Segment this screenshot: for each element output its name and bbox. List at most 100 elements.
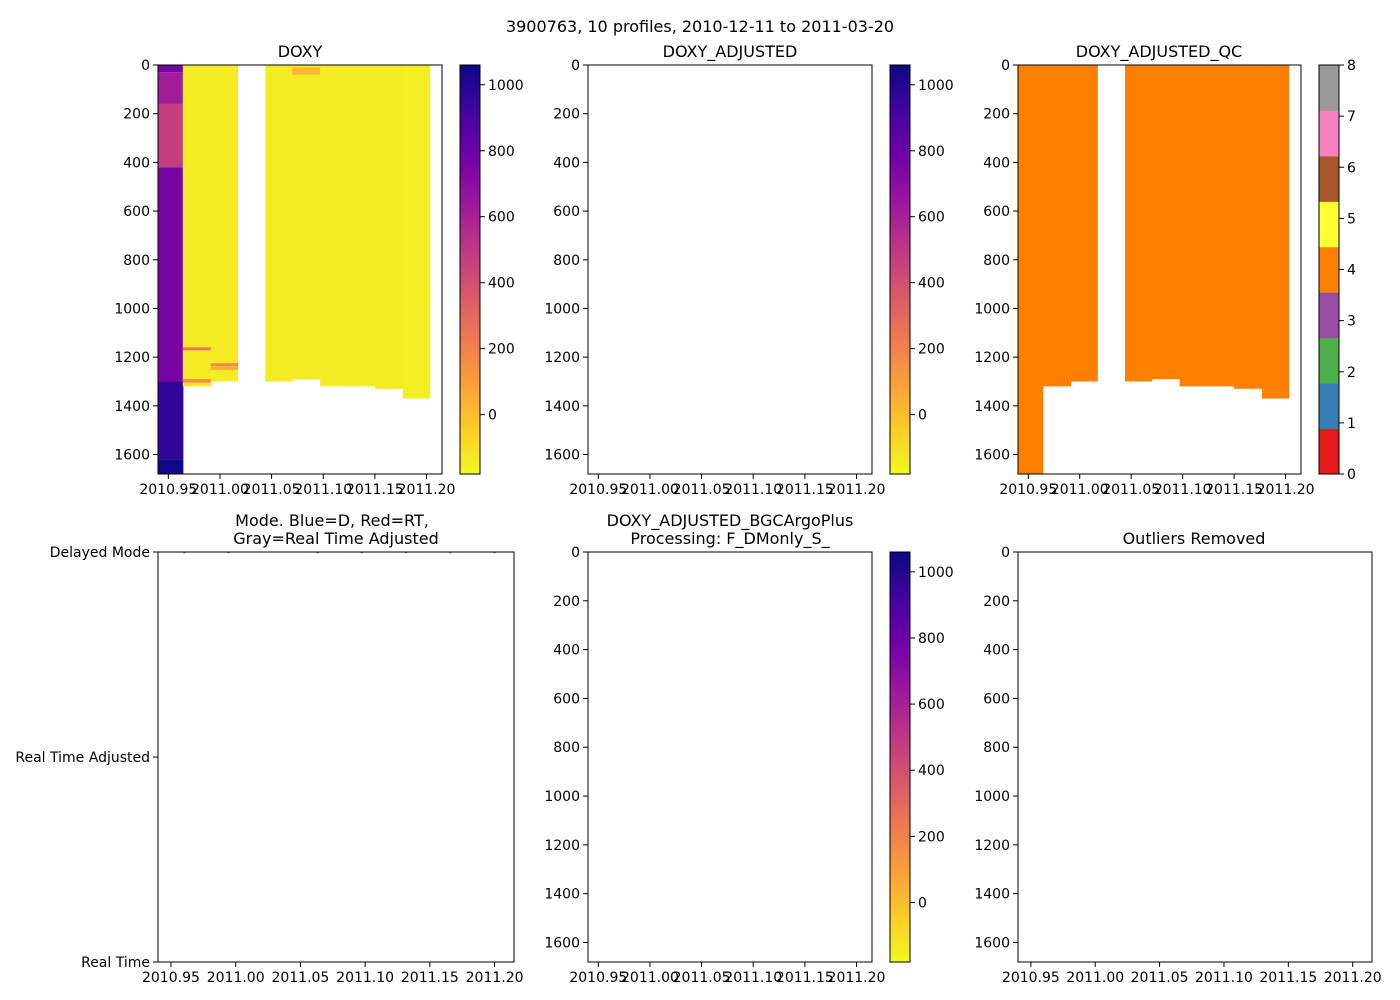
colorbar-segment <box>460 252 480 257</box>
colorbar-segment <box>890 177 910 182</box>
colorbar-tick-label: 600 <box>918 210 945 226</box>
colorbar-segment <box>890 910 910 915</box>
colorbar-segment <box>890 170 910 175</box>
colorbar-segment <box>890 927 910 932</box>
ytick-label: 200 <box>983 594 1010 610</box>
colorbar-segment <box>890 399 910 404</box>
heatmap-cell <box>182 383 212 387</box>
colorbar-tick-label: 3 <box>1347 314 1356 330</box>
colorbar-segment <box>460 286 480 291</box>
colorbar-segment <box>460 385 480 390</box>
heatmap-cell <box>348 65 376 387</box>
colorbar-segment <box>890 381 910 386</box>
colorbar-segment <box>460 177 480 182</box>
colorbar-segment <box>460 139 480 144</box>
colorbar-segment <box>460 88 480 93</box>
colorbar-segment <box>890 565 910 570</box>
colorbar-segment <box>890 146 910 151</box>
colorbar-segment <box>890 914 910 919</box>
colorbar-segment <box>460 157 480 162</box>
heatmap-cell <box>158 103 184 168</box>
colorbar-segment <box>890 361 910 366</box>
colorbar-tick-label: 0 <box>488 408 497 424</box>
heatmap-cell <box>182 347 212 351</box>
ytick-label: Real Time Adjusted <box>15 750 150 766</box>
colorbar-segment <box>460 201 480 206</box>
xtick-label: 2011.10 <box>294 482 352 498</box>
colorbar-segment <box>890 388 910 393</box>
xtick-label: 2010.95 <box>569 482 627 498</box>
colorbar-segment <box>890 620 910 625</box>
ytick-label: 1400 <box>114 399 150 415</box>
colorbar-segment <box>890 777 910 782</box>
ytick-label: 200 <box>553 107 580 123</box>
colorbar-segment <box>890 798 910 803</box>
colorbar-swatch <box>1319 428 1339 475</box>
colorbar-segment <box>890 187 910 192</box>
colorbar-segment <box>890 456 910 461</box>
colorbar-segment <box>890 603 910 608</box>
colorbar-segment <box>460 364 480 369</box>
colorbar-segment <box>890 225 910 230</box>
colorbar-segment <box>890 443 910 448</box>
colorbar-segment <box>890 214 910 219</box>
colorbar-segment <box>890 948 910 953</box>
xtick-label: 2011.20 <box>1257 482 1315 498</box>
ytick-label: 800 <box>553 740 580 756</box>
colorbar-segment <box>890 647 910 652</box>
heatmap-cell <box>158 459 184 474</box>
colorbar-segment <box>890 218 910 223</box>
colorbar-segment <box>890 582 910 587</box>
colorbar-segment <box>890 385 910 390</box>
colorbar-segment <box>890 419 910 424</box>
colorbar-segment <box>890 426 910 431</box>
xtick-label: 2011.10 <box>1195 970 1253 986</box>
colorbar-segment <box>460 276 480 281</box>
colorbar-segment <box>460 180 480 185</box>
colorbar-segment <box>890 300 910 305</box>
colorbar-segment <box>460 184 480 189</box>
ytick-label: 600 <box>983 691 1010 707</box>
colorbar-segment <box>460 395 480 400</box>
colorbar-segment <box>460 204 480 209</box>
colorbar-segment <box>890 272 910 277</box>
colorbar-segment <box>460 174 480 179</box>
colorbar-segment <box>890 364 910 369</box>
colorbar-segment <box>890 883 910 888</box>
colorbar-tick-label: 600 <box>488 210 515 226</box>
colorbar-segment <box>890 320 910 325</box>
qc-cell <box>1151 65 1181 380</box>
xtick-label: 2011.15 <box>776 970 834 986</box>
colorbar-segment <box>890 705 910 710</box>
colorbar-segment <box>460 71 480 76</box>
xtick-label: 2011.15 <box>1205 482 1263 498</box>
ytick-label: 600 <box>123 204 150 220</box>
panel-doxy-adjusted-colorbar: 0 200 400 600 800 1000 <box>889 64 954 475</box>
ytick-label: 1000 <box>544 301 580 317</box>
xtick-label: 2011.15 <box>346 482 404 498</box>
colorbar-segment <box>890 71 910 76</box>
colorbar-segment <box>460 409 480 414</box>
colorbar-segment <box>890 873 910 878</box>
ytick-label: 1600 <box>544 448 580 464</box>
xtick-label: 2011.00 <box>1051 482 1109 498</box>
colorbar-segment <box>890 695 910 700</box>
colorbar-segment <box>890 678 910 683</box>
colorbar-segment <box>460 75 480 80</box>
colorbar-segment <box>890 395 910 400</box>
colorbar-segment <box>890 760 910 765</box>
ytick-label: Delayed Mode <box>50 545 150 561</box>
qc-cell <box>1179 65 1208 387</box>
colorbar-segment <box>890 136 910 141</box>
colorbar-segment <box>460 92 480 97</box>
colorbar-segment <box>460 163 480 168</box>
colorbar-segment <box>890 780 910 785</box>
colorbar-segment <box>890 944 910 949</box>
colorbar-segment <box>460 191 480 196</box>
ytick-label: 400 <box>983 643 1010 659</box>
colorbar-segment <box>890 842 910 847</box>
colorbar-segment <box>890 757 910 762</box>
heatmap-cell <box>320 65 349 387</box>
panel-mode: Mode. Blue=D, Red=RT, Gray=Real Time Adj… <box>15 511 523 986</box>
colorbar-segment <box>460 433 480 438</box>
